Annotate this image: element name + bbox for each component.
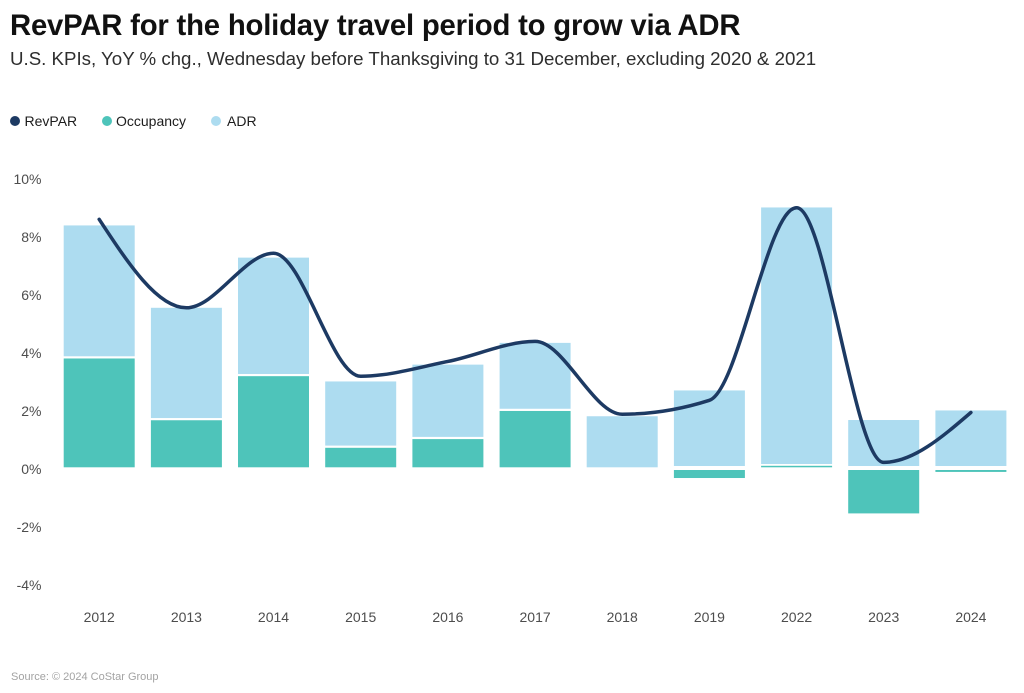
svg-text:2015: 2015 (345, 609, 376, 625)
svg-text:0%: 0% (21, 461, 41, 477)
svg-text:2012: 2012 (84, 609, 115, 625)
svg-text:6%: 6% (21, 287, 41, 303)
svg-text:2017: 2017 (520, 609, 551, 625)
svg-text:2022: 2022 (781, 609, 812, 625)
svg-text:2013: 2013 (171, 609, 202, 625)
svg-text:8%: 8% (21, 229, 41, 245)
svg-text:10%: 10% (13, 171, 41, 187)
svg-text:2%: 2% (21, 403, 41, 419)
svg-text:2023: 2023 (868, 609, 899, 625)
svg-text:-2%: -2% (17, 519, 42, 535)
svg-text:-4%: -4% (17, 577, 42, 593)
svg-text:4%: 4% (21, 345, 41, 361)
svg-text:2019: 2019 (694, 609, 725, 625)
svg-text:2014: 2014 (258, 609, 289, 625)
svg-text:2018: 2018 (607, 609, 638, 625)
svg-text:2016: 2016 (432, 609, 463, 625)
svg-text:2024: 2024 (955, 609, 986, 625)
